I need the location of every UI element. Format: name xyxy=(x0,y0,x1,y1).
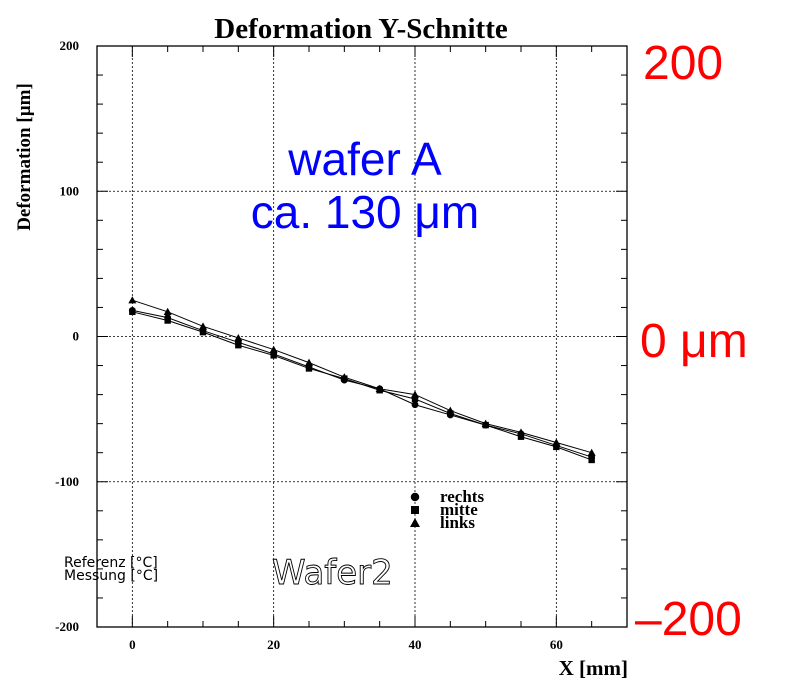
y-tick-label: -100 xyxy=(55,474,79,489)
overlay-wafer-line1: wafer A xyxy=(288,133,442,185)
overlay-label-bottom: –200 xyxy=(635,593,742,646)
data-point-links xyxy=(163,307,172,316)
legend-marker-links xyxy=(410,518,420,527)
data-point-mitte xyxy=(270,352,277,359)
annotation-referenz: Referenz [°C] xyxy=(64,555,158,571)
data-point-links xyxy=(305,358,313,366)
legend-label-rechts: rechts xyxy=(440,487,484,506)
data-point-links xyxy=(375,384,384,392)
y-tick-label: -200 xyxy=(55,619,79,634)
x-tick-label: 0 xyxy=(129,637,136,652)
x-axis-label: X [mm] xyxy=(559,656,628,680)
data-point-links xyxy=(234,333,243,342)
data-point-rechts xyxy=(411,401,419,409)
legend-marker-rechts xyxy=(410,492,420,502)
chart-title: Deformation Y-Schnitte xyxy=(214,13,508,45)
data-point-links xyxy=(340,373,349,381)
data-point-links xyxy=(446,406,455,414)
data-point-links xyxy=(199,322,207,330)
y-tick-label: 0 xyxy=(73,329,80,344)
data-point-mitte xyxy=(305,365,313,372)
data-point-mitte xyxy=(235,342,242,349)
data-point-links xyxy=(552,438,561,446)
data-point-links xyxy=(128,296,137,304)
series-line-links xyxy=(132,299,592,454)
y-axis-label: Deformation [µm] xyxy=(14,83,35,231)
overlay-wafer-line2: ca. 130 μm xyxy=(250,185,480,238)
data-point-mitte xyxy=(129,308,136,316)
data-point-links xyxy=(481,419,490,427)
data-point-links xyxy=(517,428,525,436)
x-tick-label: 60 xyxy=(550,637,563,652)
y-tick-label: 200 xyxy=(60,38,80,53)
annotation-messung: Messung [°C] xyxy=(64,568,158,584)
series-line-mitte xyxy=(132,311,592,461)
data-point-mitte xyxy=(199,328,207,336)
legend-label-links: links xyxy=(440,513,475,532)
data-point-links xyxy=(411,390,419,398)
x-tick-label: 40 xyxy=(409,637,422,652)
annotation-wafer-id: Wafer2 xyxy=(272,553,393,593)
data-point-mitte xyxy=(411,395,419,403)
data-point-mitte xyxy=(517,433,525,440)
legend-label-mitte: mitte xyxy=(440,500,478,519)
overlay-label-top: 200 xyxy=(643,37,724,90)
x-tick-label: 20 xyxy=(267,637,280,652)
y-tick-label: 100 xyxy=(60,183,80,198)
overlay-label-zero: 0 μm xyxy=(640,315,748,368)
data-point-mitte xyxy=(553,443,560,451)
legend-marker-mitte xyxy=(411,506,419,514)
overlay-wafer-note: wafer A ca. 130 μm xyxy=(190,133,540,239)
data-point-links xyxy=(269,345,278,353)
data-point-mitte xyxy=(164,317,171,324)
data-point-links xyxy=(587,448,596,456)
data-point-mitte xyxy=(588,456,595,464)
